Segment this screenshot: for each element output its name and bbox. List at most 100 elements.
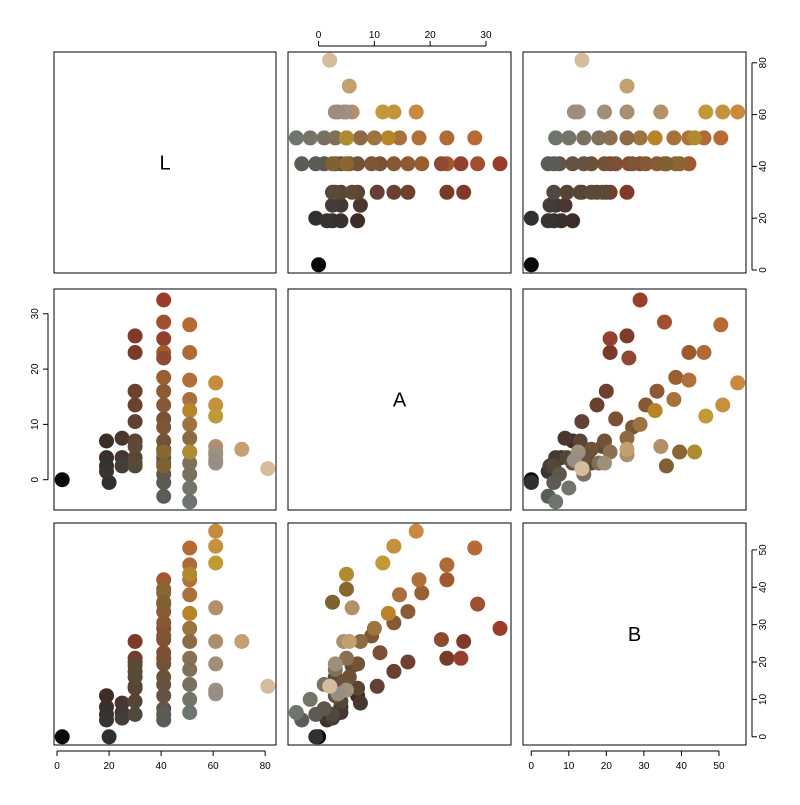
data-point bbox=[492, 620, 508, 636]
panel-A-B bbox=[522, 288, 747, 511]
data-point bbox=[713, 317, 729, 333]
data-point bbox=[127, 439, 143, 454]
panels-layer bbox=[53, 51, 747, 746]
data-point bbox=[156, 397, 172, 413]
data-point bbox=[182, 662, 198, 677]
data-point bbox=[330, 104, 346, 120]
panel-A-A bbox=[287, 288, 512, 511]
left-axis-A: 0 10 20 30 bbox=[30, 308, 49, 482]
data-point bbox=[713, 130, 729, 146]
data-point bbox=[322, 52, 338, 68]
data-point bbox=[408, 523, 424, 539]
data-point bbox=[433, 632, 449, 648]
data-point bbox=[341, 78, 357, 94]
data-point bbox=[657, 314, 672, 330]
data-point bbox=[411, 130, 427, 146]
panel-B-B bbox=[522, 522, 747, 746]
data-point bbox=[99, 463, 114, 479]
data-point bbox=[619, 184, 635, 200]
tick-label: 30 bbox=[30, 308, 41, 320]
right-axis-L: 0 20 40 60 80 bbox=[751, 57, 769, 273]
data-point bbox=[182, 677, 198, 692]
data-point bbox=[127, 414, 143, 430]
data-point bbox=[156, 488, 172, 504]
data-point bbox=[327, 130, 343, 146]
data-point bbox=[666, 130, 682, 146]
data-point bbox=[548, 130, 564, 146]
data-point bbox=[453, 650, 469, 666]
data-point bbox=[350, 656, 366, 672]
data-point bbox=[156, 383, 172, 399]
tick-label: 50 bbox=[758, 544, 769, 556]
data-point bbox=[182, 566, 198, 582]
data-point bbox=[325, 156, 340, 172]
data-point bbox=[540, 156, 556, 172]
data-point bbox=[375, 104, 391, 120]
data-point bbox=[308, 156, 324, 172]
data-point bbox=[574, 414, 590, 430]
data-point bbox=[339, 581, 354, 597]
data-point bbox=[127, 455, 143, 471]
data-point bbox=[352, 130, 368, 146]
data-point bbox=[344, 600, 360, 616]
data-point bbox=[182, 705, 198, 720]
data-point bbox=[400, 184, 416, 200]
panel-A-L bbox=[53, 288, 277, 511]
data-point bbox=[182, 540, 198, 556]
labels-layer: L A B bbox=[159, 153, 641, 647]
data-point bbox=[182, 372, 198, 388]
data-point bbox=[208, 555, 224, 571]
data-point bbox=[653, 439, 669, 454]
data-point bbox=[566, 104, 582, 120]
data-point bbox=[730, 104, 746, 120]
data-point bbox=[408, 104, 424, 120]
data-point bbox=[572, 184, 588, 200]
tick-label: 20 bbox=[103, 761, 115, 772]
data-point bbox=[339, 566, 354, 582]
data-point bbox=[156, 688, 172, 704]
data-point bbox=[156, 292, 172, 308]
data-point bbox=[540, 213, 556, 229]
data-point bbox=[696, 345, 712, 360]
data-point bbox=[621, 350, 637, 366]
scatter-L-vs-B bbox=[523, 52, 746, 273]
tick-label: 40 bbox=[676, 761, 688, 772]
scatter-A-vs-B bbox=[523, 292, 746, 510]
tick-label: 10 bbox=[563, 761, 575, 772]
scatter-A-vs-L bbox=[54, 292, 276, 510]
data-point bbox=[602, 444, 618, 460]
data-point bbox=[698, 104, 714, 120]
data-point bbox=[350, 213, 366, 229]
tick-label: 30 bbox=[758, 619, 769, 631]
panel-B-A bbox=[287, 522, 512, 746]
tick-label: 30 bbox=[480, 30, 492, 41]
points-layer bbox=[54, 52, 746, 745]
data-point bbox=[339, 650, 354, 666]
data-point bbox=[619, 328, 635, 344]
data-point bbox=[591, 130, 607, 146]
data-point bbox=[467, 540, 483, 556]
data-point bbox=[730, 375, 746, 391]
data-point bbox=[339, 130, 354, 146]
data-point bbox=[319, 213, 335, 229]
panel-B-L bbox=[53, 522, 277, 746]
tick-label: 50 bbox=[713, 761, 725, 772]
data-point bbox=[99, 688, 114, 704]
tick-label: 0 bbox=[54, 761, 60, 772]
data-point bbox=[182, 416, 198, 432]
data-point bbox=[156, 677, 172, 692]
bottom-axis-L: 0 20 40 60 80 bbox=[54, 750, 271, 772]
scatter-L-vs-A bbox=[288, 52, 508, 273]
data-point bbox=[234, 441, 250, 457]
data-point bbox=[372, 645, 388, 661]
data-point bbox=[156, 656, 172, 672]
data-point bbox=[632, 416, 648, 432]
tick-label: 80 bbox=[758, 57, 769, 69]
data-point bbox=[182, 403, 198, 419]
data-point bbox=[565, 213, 581, 229]
data-point bbox=[182, 480, 198, 496]
data-point bbox=[182, 620, 198, 636]
data-point bbox=[687, 130, 703, 146]
data-point bbox=[715, 397, 731, 413]
